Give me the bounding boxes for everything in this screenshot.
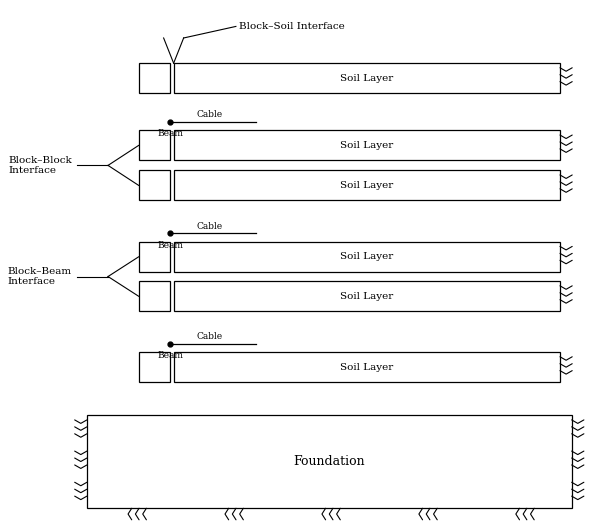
Bar [173,352,560,382]
Bar [139,63,170,93]
Bar [87,415,572,508]
Text: Cable: Cable [197,222,223,231]
Bar [173,170,560,200]
Bar [173,242,560,272]
Text: Soil Layer: Soil Layer [340,292,394,301]
Bar [173,131,560,160]
Text: Cable: Cable [197,332,223,341]
Text: Cable: Cable [197,110,223,119]
Text: Soil Layer: Soil Layer [340,252,394,261]
Text: Soil Layer: Soil Layer [340,181,394,190]
Text: Beam: Beam [157,241,183,250]
Text: Soil Layer: Soil Layer [340,141,394,150]
Bar [139,242,170,272]
Text: Block–Soil Interface: Block–Soil Interface [239,22,344,31]
Text: Block–Block
Interface: Block–Block Interface [8,156,72,175]
Text: Block–Beam
Interface: Block–Beam Interface [8,267,72,286]
Text: Soil Layer: Soil Layer [340,363,394,372]
Bar [173,281,560,311]
Text: Foundation: Foundation [293,455,365,468]
Text: Beam: Beam [157,130,183,139]
Bar [173,63,560,93]
Text: Beam: Beam [157,351,183,360]
Bar [139,131,170,160]
Bar [139,281,170,311]
Bar [139,170,170,200]
Bar [139,352,170,382]
Text: Soil Layer: Soil Layer [340,74,394,83]
